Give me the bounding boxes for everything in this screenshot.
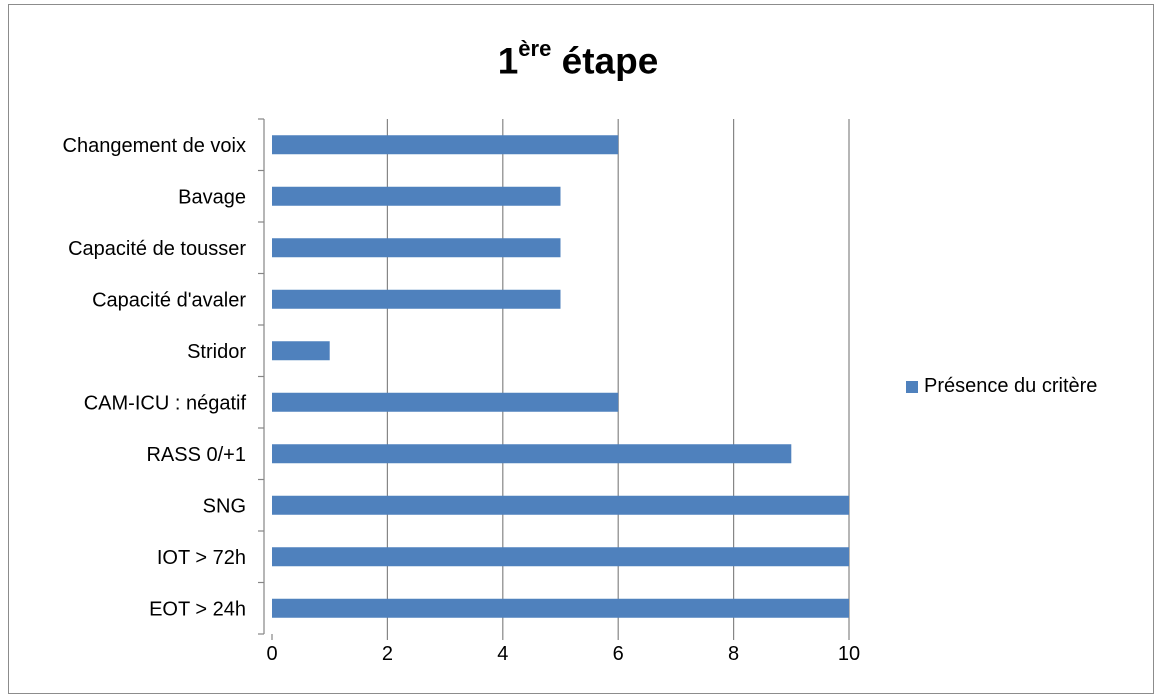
chart-title-main: 1 <box>497 40 519 82</box>
x-tick-label: 10 <box>838 643 860 665</box>
category-label: Changement de voix <box>63 135 246 157</box>
x-tick-label: 8 <box>728 643 739 665</box>
category-label: Stridor <box>187 341 246 363</box>
x-tick-label: 4 <box>497 643 508 665</box>
category-label: IOT > 72h <box>157 547 246 569</box>
bar <box>272 495 849 515</box>
x-tick-label: 0 <box>266 643 277 665</box>
category-label: Capacité de tousser <box>68 238 246 260</box>
chart-frame <box>8 4 1154 694</box>
chart-title: 1ère étape <box>0 36 1156 82</box>
chart-title-superscript: ère <box>518 36 552 61</box>
category-label: EOT > 24h <box>149 598 246 620</box>
category-label: Capacité d'avaler <box>92 289 246 311</box>
bar <box>272 238 561 258</box>
x-tick-label: 2 <box>382 643 393 665</box>
legend-label: Présence du critère <box>924 375 1098 397</box>
bar-chart: Changement de voix Bavage Capacité de tous… <box>63 118 860 665</box>
legend-swatch <box>906 380 918 393</box>
legend: Présence du critère <box>906 375 1097 398</box>
bar <box>272 135 619 155</box>
bar <box>272 341 330 361</box>
bar <box>272 392 619 412</box>
category-label: RASS 0/+1 <box>146 444 246 466</box>
bar <box>272 547 849 567</box>
category-label: Bavage <box>178 186 246 208</box>
bar <box>272 444 792 464</box>
x-tick-label: 6 <box>613 643 624 665</box>
bar <box>272 598 849 618</box>
chart-title-rest: étape <box>551 40 659 82</box>
bar <box>272 186 561 206</box>
category-label: CAM-ICU : négatif <box>84 392 247 414</box>
category-label: SNG <box>203 495 246 517</box>
bar <box>272 289 561 309</box>
